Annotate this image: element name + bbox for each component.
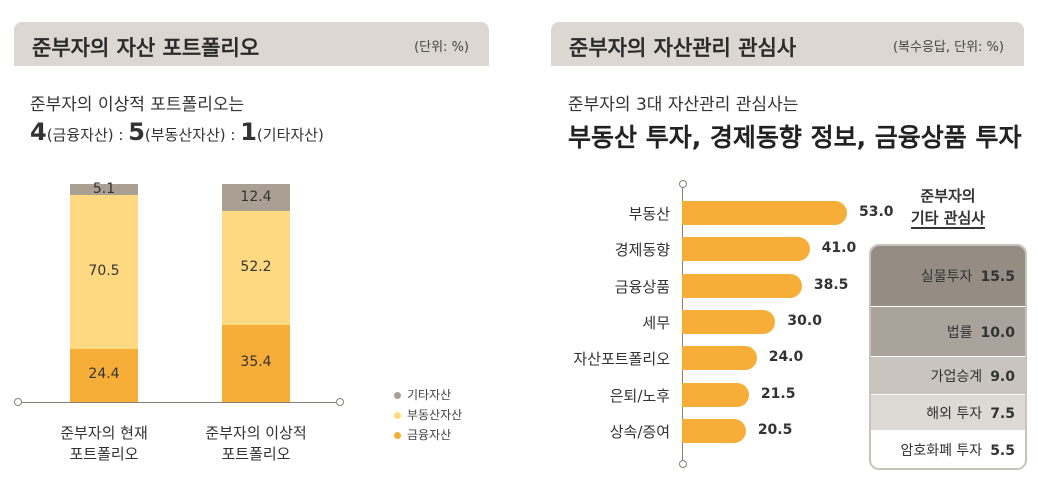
stack-category-label-line: 포트폴리오 [221, 445, 291, 463]
other-interest-label: 가업승계 [930, 369, 983, 385]
other-interest-row: 실물투자 15.5 [871, 246, 1025, 306]
ratio-realestate-label: (부동산자산) [144, 126, 226, 144]
other-interest-value: 10.0 [980, 325, 1015, 341]
stack-bar-value-label: 52.2 [240, 258, 272, 275]
hbar-category-label: 은퇴/노후 [609, 386, 670, 405]
axis-end-marker [679, 460, 687, 468]
hbar-value-label: 20.5 [757, 421, 793, 438]
hbar-category-label: 상속/증여 [609, 422, 670, 441]
other-interests-title-line1: 준부자의 [920, 187, 976, 205]
right-panel-header: 준부자의 자산관리 관심사 (복수응답, 단위: %) [551, 22, 1024, 66]
legend-item: 부동산자산 [394, 406, 462, 423]
ratio-financial-label: (금융자산) [46, 126, 114, 144]
legend-swatch [394, 392, 401, 399]
stack-bar-value-label: 12.4 [240, 188, 272, 205]
axis-end-marker [14, 398, 22, 406]
left-subtitle: 준부자의 이상적 포트폴리오는 [30, 95, 245, 115]
ratio-separator: : [113, 126, 129, 144]
right-headline: 부동산 투자, 경제동향 정보, 금융상품 투자 [568, 123, 1022, 152]
stack-bar-segment [222, 184, 290, 212]
left-panel-title: 준부자의 자산 포트폴리오 [32, 36, 260, 60]
hbar [682, 418, 746, 443]
stack-category-label-line: 준부자의 이상적 [205, 424, 307, 442]
hbar-category-label: 부동산 [628, 205, 670, 223]
stack-bar-segment [70, 195, 138, 349]
right-subtitle: 준부자의 3대 자산관리 관심사는 [568, 95, 799, 115]
other-interest-value: 5.5 [990, 443, 1015, 459]
legend-swatch [394, 432, 401, 439]
hbar-value-label: 53.0 [859, 204, 894, 220]
stack-bar-segment [222, 211, 290, 325]
right-panel-unit: (복수응답, 단위: %) [892, 40, 1004, 55]
ratio-realestate-number: 5 [128, 118, 145, 146]
hbar-value-label: 38.5 [813, 276, 849, 293]
axis-end-marker [336, 398, 344, 406]
hbar-value-label: 21.5 [760, 385, 796, 402]
hbar-value-label: 24.0 [768, 349, 804, 366]
other-interest-label: 법률 [946, 325, 973, 341]
ideal-ratio: 4(금융자산) : 5(부동산자산) : 1(기타자산) [30, 118, 324, 146]
other-interest-label: 암호화폐 투자 [900, 443, 983, 459]
ratio-other-label: (기타자산) [256, 126, 324, 144]
other-interest-row: 가업승계 9.0 [871, 356, 1025, 395]
stack-category-label-line: 준부자의 현재 [60, 424, 148, 442]
right-panel-title: 준부자의 자산관리 관심사 [569, 36, 797, 60]
ratio-other-number: 1 [240, 118, 257, 146]
other-interest-label: 실물투자 [920, 269, 973, 285]
other-interests-box: 실물투자 15.5 법률 10.0 가업승계 9.0 해외 투자 7.5 암호화폐 투자 5.5 [869, 244, 1027, 470]
hbar [682, 346, 757, 371]
other-interest-row: 암호화폐 투자 5.5 [871, 430, 1025, 468]
other-interest-text: 해외 투자 7.5 [926, 403, 1015, 423]
ratio-separator: : [225, 126, 241, 144]
stack-chart-baseline [18, 402, 340, 403]
hbar-category-label: 금융상품 [614, 277, 670, 296]
stack-category-label-line: 포트폴리오 [69, 445, 139, 463]
left-panel-header: 준부자의 자산 포트폴리오 (단위: %) [14, 22, 489, 66]
stack-bar-segment [70, 348, 138, 402]
other-interest-value: 9.0 [990, 369, 1015, 385]
other-interest-text: 실물투자 15.5 [921, 266, 1015, 286]
axis-end-marker [679, 180, 687, 188]
legend-label: 금융자산 [407, 428, 452, 442]
legend-label: 부동산자산 [407, 408, 463, 422]
legend-label: 기타자산 [407, 388, 452, 402]
hbar [682, 273, 802, 298]
legend-swatch [394, 412, 401, 419]
stack-bar-segment [70, 184, 138, 196]
hbar [682, 237, 810, 262]
ratio-financial-number: 4 [30, 118, 47, 146]
hbar [682, 382, 749, 407]
stack-bar-segment [222, 324, 290, 402]
other-interest-label: 해외 투자 [926, 406, 983, 422]
left-panel-unit: (단위: %) [414, 40, 469, 55]
legend-item: 기타자산 [394, 386, 451, 403]
other-interest-value: 15.5 [980, 269, 1015, 285]
hbar-value-label: 30.0 [787, 312, 822, 329]
other-interest-text: 법률 10.0 [947, 322, 1015, 342]
stack-bar-value-label: 5.1 [92, 180, 116, 197]
hbar-category-label: 경제동향 [614, 241, 670, 260]
hbar-category-label: 자산포트폴리오 [573, 350, 670, 369]
other-interest-value: 7.5 [990, 406, 1015, 422]
stack-bar-value-label: 35.4 [240, 354, 272, 371]
hbar-category-label: 세무 [642, 313, 670, 332]
other-interest-text: 암호화폐 투자 5.5 [900, 440, 1015, 460]
legend-item: 금융자산 [394, 426, 451, 443]
hbar [682, 309, 776, 334]
hbar-value-label: 41.0 [821, 240, 857, 257]
other-interest-row: 해외 투자 7.5 [871, 394, 1025, 431]
other-interests-title-line2: 기타 관심사 [910, 209, 986, 229]
other-interest-text: 가업승계 9.0 [931, 366, 1015, 386]
stack-bar-value-label: 24.4 [88, 366, 120, 383]
other-interest-row: 법률 10.0 [871, 306, 1025, 357]
stack-bar-value-label: 70.5 [88, 262, 120, 279]
hbar [682, 201, 847, 225]
